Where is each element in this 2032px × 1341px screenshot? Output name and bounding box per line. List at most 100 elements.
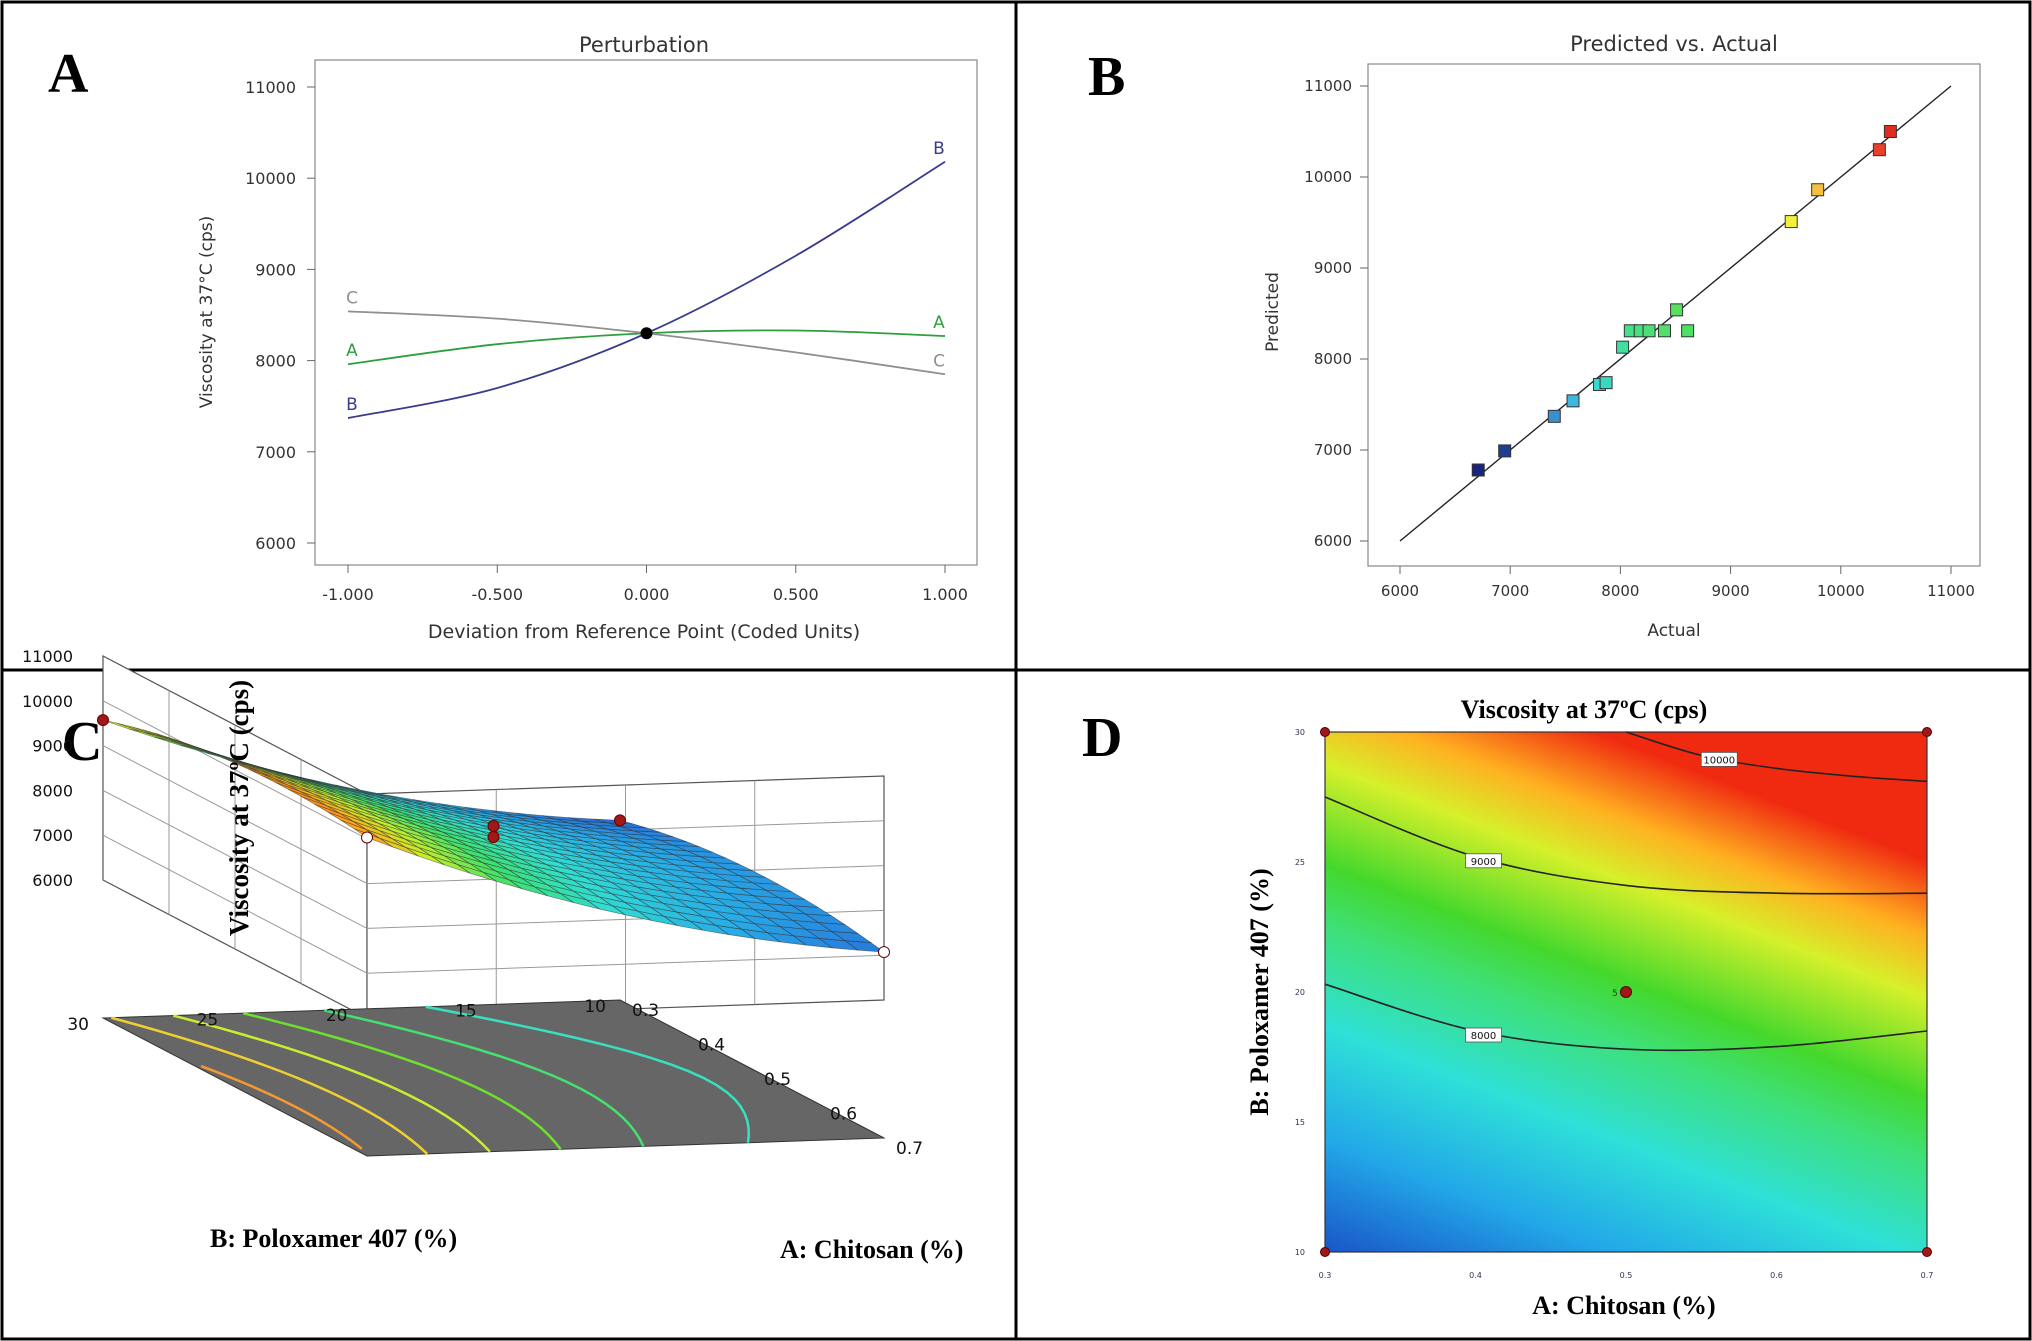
scatter-point bbox=[1616, 340, 1630, 354]
x-tick-label-c: 0.4 bbox=[698, 1036, 725, 1056]
series-label-end-c: C bbox=[933, 351, 945, 371]
scatter-point bbox=[1670, 303, 1684, 317]
y-tick-label-b: 6000 bbox=[1314, 532, 1352, 550]
x-tick-label-d: 0.5 bbox=[1620, 1271, 1633, 1280]
z-tick-label-c: 7000 bbox=[32, 826, 73, 845]
y-ticks-a: 6000 7000 8000 9000 10000 11000 bbox=[245, 78, 315, 553]
y-tick-label-d: 10 bbox=[1295, 1248, 1305, 1257]
contour-line-9000 bbox=[1324, 796, 1928, 895]
design-point bbox=[878, 946, 890, 959]
scatter-point bbox=[1566, 394, 1580, 408]
x-tick-label-a: 0.500 bbox=[773, 585, 819, 604]
ylabel-c: B: Poloxamer 407 (%) bbox=[210, 1224, 457, 1253]
xlabel-d: A: Chitosan (%) bbox=[1532, 1291, 1715, 1320]
panel-label-d: D bbox=[1082, 707, 1122, 769]
panel-label-a: A bbox=[48, 43, 89, 105]
ylabel-b: Predicted bbox=[1263, 272, 1283, 352]
scatter-point bbox=[1784, 215, 1798, 229]
y-tick-label-c: 15 bbox=[455, 1002, 477, 1022]
title-a: Perturbation bbox=[579, 33, 709, 57]
z-tick-label-c: 6000 bbox=[32, 871, 73, 890]
x-tick-label-a: 1.000 bbox=[922, 585, 968, 604]
x-tick-label-c: 0.5 bbox=[764, 1070, 791, 1090]
design-point-d bbox=[1320, 1247, 1330, 1257]
x-tick-label-b: 9000 bbox=[1712, 582, 1750, 600]
title-d: Viscosity at 37ºC (cps) bbox=[1461, 695, 1708, 724]
y-tick-label-c: 10 bbox=[584, 997, 606, 1017]
y-tick-label-c: 30 bbox=[67, 1015, 89, 1035]
series-line-b bbox=[347, 161, 946, 419]
y-tick-label-b: 10000 bbox=[1304, 168, 1352, 186]
series-lines-a: A A B B C C bbox=[346, 139, 946, 419]
x-tick-label-d: 0.6 bbox=[1770, 1271, 1783, 1280]
x-tick-label-d: 0.7 bbox=[1921, 1271, 1934, 1280]
design-point-d bbox=[1320, 727, 1330, 737]
scatter-point bbox=[1872, 143, 1886, 157]
floor-contour bbox=[110, 1016, 429, 1155]
design-point-d bbox=[1922, 1247, 1932, 1257]
scatter-point bbox=[1681, 324, 1695, 338]
xlabel-b: Actual bbox=[1647, 621, 1700, 641]
surface-floor bbox=[101, 999, 886, 1157]
x-ticks-a: -1.000 -0.500 0.000 0.500 1.000 bbox=[322, 565, 968, 604]
x-tick-label-b: 11000 bbox=[1927, 582, 1975, 600]
series-label-start-b: B bbox=[346, 395, 358, 415]
xlabel-c: A: Chitosan (%) bbox=[780, 1235, 963, 1264]
design-point bbox=[614, 814, 626, 827]
x-ticks-b: 6000 7000 8000 9000 10000 11000 bbox=[1381, 566, 1975, 600]
y-tick-label-b: 11000 bbox=[1304, 77, 1352, 95]
y-tick-label-b: 9000 bbox=[1314, 259, 1352, 277]
y-tick-label-d: 15 bbox=[1295, 1118, 1305, 1127]
y-tick-label-b: 7000 bbox=[1314, 441, 1352, 459]
scatter-point bbox=[1471, 463, 1485, 477]
design-points-d: 5 bbox=[1320, 727, 1932, 1257]
title-b: Predicted vs. Actual bbox=[1570, 32, 1778, 56]
design-point bbox=[97, 714, 109, 727]
y-tick-label-a: 11000 bbox=[245, 78, 296, 97]
y-tick-label-a: 6000 bbox=[255, 534, 296, 553]
y-tick-label-c: 20 bbox=[326, 1006, 348, 1026]
z-tick-label-c: 11000 bbox=[22, 647, 73, 666]
floor-contour bbox=[323, 1009, 645, 1147]
y-tick-label-d: 20 bbox=[1295, 988, 1305, 997]
z-tick-label-c: 10000 bbox=[22, 692, 73, 711]
series-label-end-b: B bbox=[933, 139, 945, 159]
y-tick-label-a: 8000 bbox=[255, 352, 296, 371]
ylabel-d: B: Poloxamer 407 (%) bbox=[1245, 868, 1274, 1115]
floor-contour bbox=[200, 1064, 363, 1150]
z-ticks-c: 6000 7000 8000 9000 10000 11000 bbox=[22, 647, 73, 890]
y-tick-label-a: 9000 bbox=[255, 260, 296, 279]
y-ticks-c: 10 15 20 25 30 bbox=[67, 997, 606, 1035]
y-tick-label-d: 25 bbox=[1295, 858, 1305, 867]
z-tick-label-c: 8000 bbox=[32, 781, 73, 800]
contour-label-box bbox=[1465, 1027, 1502, 1043]
ticks-d: 0.3 0.4 0.5 0.6 0.7 10 15 20 25 30 bbox=[1295, 728, 1934, 1280]
scatter-point bbox=[1547, 409, 1561, 423]
contour-label-box bbox=[1700, 752, 1738, 767]
y-ticks-b: 6000 7000 8000 9000 10000 11000 bbox=[1304, 77, 1368, 550]
center-point-count: 5 bbox=[1612, 989, 1618, 999]
floor-contour bbox=[242, 1011, 562, 1151]
scatter-point bbox=[1599, 376, 1613, 390]
predicted-vs-actual-plot: Predicted vs. Actual Actual Predicted 60… bbox=[1263, 32, 1981, 641]
x-tick-label-b: 7000 bbox=[1491, 582, 1529, 600]
scatter-point bbox=[1642, 324, 1656, 338]
contour-plot: Viscosity at 37ºC (cps) A: Chitosan (%) … bbox=[1245, 695, 1933, 1320]
ylabel-a: Viscosity at 37°C (cps) bbox=[197, 216, 217, 408]
x-tick-label-c: 0.6 bbox=[830, 1105, 857, 1125]
scatter-point bbox=[1498, 444, 1512, 458]
scatter-point bbox=[1811, 183, 1825, 197]
scatter-point bbox=[1883, 125, 1897, 138]
scatter-point bbox=[1657, 324, 1671, 338]
contour-line-8000 bbox=[1324, 983, 1928, 1052]
x-ticks-c: 0.3 0.4 0.5 0.6 0.7 bbox=[632, 1001, 923, 1159]
contour-label-box bbox=[1465, 853, 1502, 869]
surface-mesh bbox=[97, 714, 890, 959]
wall-grid-line bbox=[102, 834, 885, 974]
design-point bbox=[361, 831, 373, 844]
x-tick-label-b: 6000 bbox=[1381, 582, 1419, 600]
scatter-marks-b bbox=[1399, 85, 1952, 542]
zlabel-c: Viscosity at 37ºC (cps) bbox=[224, 680, 254, 936]
